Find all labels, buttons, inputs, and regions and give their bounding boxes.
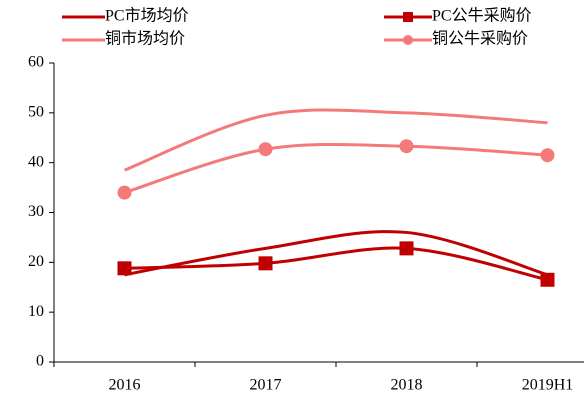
legend-marker: [403, 12, 413, 22]
x-tick-label: 2019H1: [522, 377, 574, 394]
series-line: [123, 108, 548, 172]
point-marker: [258, 142, 273, 157]
x-tick-label: 2016: [109, 377, 141, 394]
legend-label: PC市场均价: [105, 7, 189, 25]
series-line: [124, 142, 548, 195]
legend-label: 铜市场均价: [105, 30, 185, 48]
y-tick-label: 50: [28, 104, 44, 121]
point-marker: [258, 256, 273, 271]
point-marker: [117, 185, 132, 200]
y-tick-label: 0: [36, 353, 44, 370]
legend-label: 铜公牛采购价: [432, 30, 528, 48]
y-tick-label: 30: [28, 203, 44, 220]
legend-label: PC公牛采购价: [432, 7, 532, 25]
point-marker: [540, 148, 555, 163]
y-tick-label: 60: [28, 54, 44, 71]
point-marker: [117, 261, 132, 276]
point-marker: [399, 139, 414, 154]
x-tick-label: 2017: [250, 377, 282, 394]
legend-marker: [403, 35, 413, 45]
point-marker: [399, 241, 414, 256]
y-tick-label: 10: [28, 303, 44, 320]
point-marker: [540, 272, 555, 287]
series-line: [124, 230, 548, 277]
y-tick-label: 20: [28, 253, 44, 270]
series-line: [124, 246, 548, 282]
x-tick-label: 2018: [391, 377, 423, 394]
y-tick-label: 40: [28, 153, 44, 170]
